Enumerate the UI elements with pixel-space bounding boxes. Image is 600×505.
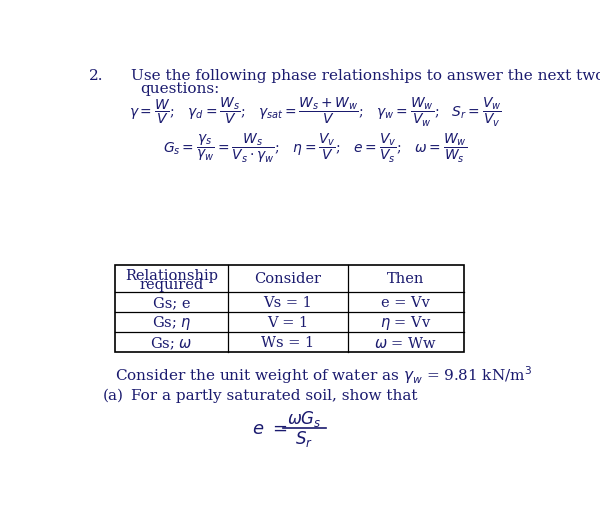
Text: $\omega$ = Ww: $\omega$ = Ww xyxy=(374,335,437,350)
Text: Gs; e: Gs; e xyxy=(153,296,190,310)
Text: V = 1: V = 1 xyxy=(267,316,308,330)
Text: $G_s = \dfrac{\gamma_s}{\gamma_w} = \dfrac{W_s}{V_s \cdot \gamma_w}$;   $\eta = : $G_s = \dfrac{\gamma_s}{\gamma_w} = \dfr… xyxy=(163,130,467,164)
Text: (a): (a) xyxy=(103,388,124,402)
Text: Gs; $\eta$: Gs; $\eta$ xyxy=(152,314,191,332)
Text: Consider the unit weight of water as $\gamma_w$ = 9.81 kN/m$^3$: Consider the unit weight of water as $\g… xyxy=(115,364,533,385)
Bar xyxy=(115,265,464,352)
Text: e = Vv: e = Vv xyxy=(382,296,430,310)
Text: $S_r$: $S_r$ xyxy=(295,428,313,448)
Text: $\eta$ = Vv: $\eta$ = Vv xyxy=(380,314,432,332)
Text: Ws = 1: Ws = 1 xyxy=(261,336,314,349)
Text: 2.: 2. xyxy=(89,69,103,83)
Text: $e\ =$: $e\ =$ xyxy=(252,419,287,437)
Text: Use the following phase relationships to answer the next two: Use the following phase relationships to… xyxy=(131,69,600,83)
Text: $\omega G_s$: $\omega G_s$ xyxy=(287,408,322,428)
Text: $\gamma = \dfrac{W}{V}$;   $\gamma_d = \dfrac{W_s}{V}$;   $\gamma_{sat} = \dfrac: $\gamma = \dfrac{W}{V}$; $\gamma_d = \df… xyxy=(129,96,502,129)
Text: required: required xyxy=(139,277,203,291)
Text: questions:: questions: xyxy=(140,81,220,95)
Text: Relationship: Relationship xyxy=(125,268,218,282)
Text: Then: Then xyxy=(387,272,425,286)
Text: Consider: Consider xyxy=(254,272,321,286)
Text: Gs; $\omega$: Gs; $\omega$ xyxy=(151,334,193,351)
Text: Vs = 1: Vs = 1 xyxy=(263,296,312,310)
Text: For a partly saturated soil, show that: For a partly saturated soil, show that xyxy=(131,388,418,402)
